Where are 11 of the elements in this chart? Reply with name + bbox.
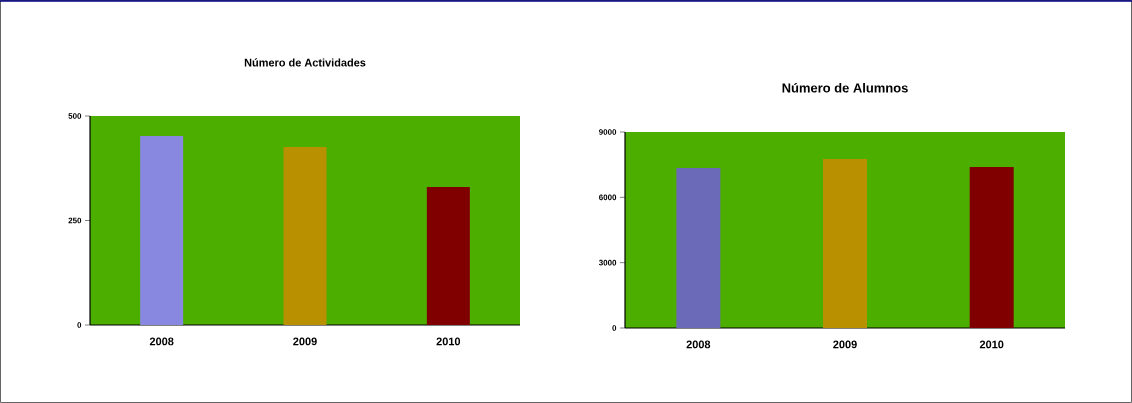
x-tick-label: 2010 — [979, 340, 1004, 349]
x-tick-label: 2010 — [436, 337, 461, 346]
bar — [283, 146, 327, 325]
x-tick-label: 2009 — [293, 337, 317, 346]
x-tick-label: 2009 — [833, 340, 857, 349]
chart-title: Número de Actividades — [244, 58, 366, 67]
bar — [140, 136, 184, 325]
bar — [426, 187, 470, 325]
x-tick-label: 2008 — [686, 340, 711, 349]
x-tick-label: 2008 — [149, 337, 174, 346]
chart-title: Número de Alumnos — [782, 82, 908, 93]
